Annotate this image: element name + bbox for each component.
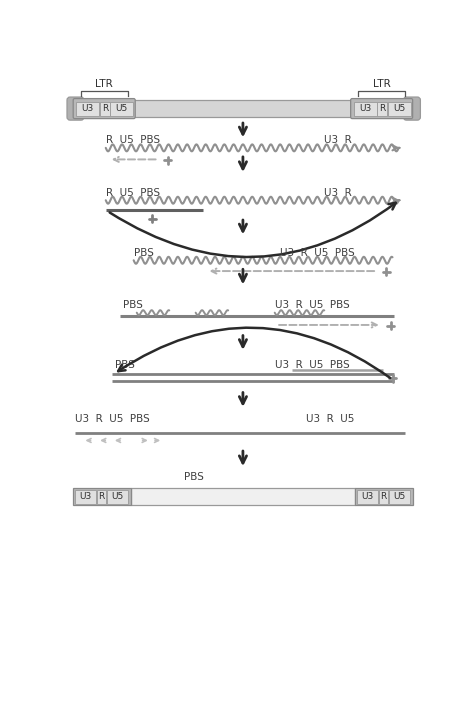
FancyBboxPatch shape	[357, 490, 378, 503]
Text: LTR: LTR	[95, 79, 113, 90]
FancyBboxPatch shape	[107, 490, 128, 503]
Text: U5: U5	[111, 492, 124, 501]
Text: U5: U5	[393, 104, 405, 113]
Text: U5: U5	[116, 104, 128, 113]
FancyBboxPatch shape	[354, 102, 376, 116]
FancyBboxPatch shape	[100, 102, 109, 116]
FancyBboxPatch shape	[75, 490, 96, 503]
Text: U3  R: U3 R	[324, 135, 352, 145]
FancyBboxPatch shape	[356, 489, 413, 505]
Text: R: R	[98, 492, 104, 501]
Text: U3  R  U5  PBS: U3 R U5 PBS	[275, 300, 349, 310]
Text: U3  R  U5  PBS: U3 R U5 PBS	[275, 360, 349, 370]
FancyBboxPatch shape	[97, 490, 106, 503]
FancyBboxPatch shape	[73, 99, 135, 119]
Text: R: R	[380, 492, 386, 501]
Text: PBS: PBS	[134, 248, 154, 258]
Text: U3  R  U5  PBS: U3 R U5 PBS	[280, 248, 355, 258]
FancyBboxPatch shape	[351, 99, 413, 119]
FancyBboxPatch shape	[379, 490, 388, 503]
Text: U3  R: U3 R	[324, 188, 352, 198]
Text: PBS: PBS	[115, 360, 135, 370]
FancyBboxPatch shape	[130, 489, 356, 505]
Text: U5: U5	[393, 492, 406, 501]
Text: U3: U3	[82, 104, 94, 113]
FancyBboxPatch shape	[73, 489, 130, 505]
FancyBboxPatch shape	[389, 490, 410, 503]
Text: PBS: PBS	[123, 300, 143, 310]
FancyBboxPatch shape	[110, 102, 133, 116]
Text: R  U5  PBS: R U5 PBS	[106, 135, 160, 145]
FancyBboxPatch shape	[377, 102, 387, 116]
FancyBboxPatch shape	[388, 102, 410, 116]
FancyBboxPatch shape	[403, 97, 420, 120]
FancyBboxPatch shape	[76, 102, 99, 116]
FancyBboxPatch shape	[134, 100, 352, 117]
Text: U3: U3	[79, 492, 91, 501]
Text: R: R	[379, 104, 385, 113]
Text: U3  R  U5  PBS: U3 R U5 PBS	[75, 414, 149, 424]
Text: R  U5  PBS: R U5 PBS	[106, 188, 160, 198]
Text: LTR: LTR	[373, 79, 391, 90]
Text: U3  R  U5: U3 R U5	[306, 414, 354, 424]
Text: U3: U3	[359, 104, 371, 113]
Text: PBS: PBS	[184, 472, 204, 482]
FancyBboxPatch shape	[67, 97, 84, 120]
Text: R: R	[101, 104, 108, 113]
Text: U3: U3	[361, 492, 374, 501]
